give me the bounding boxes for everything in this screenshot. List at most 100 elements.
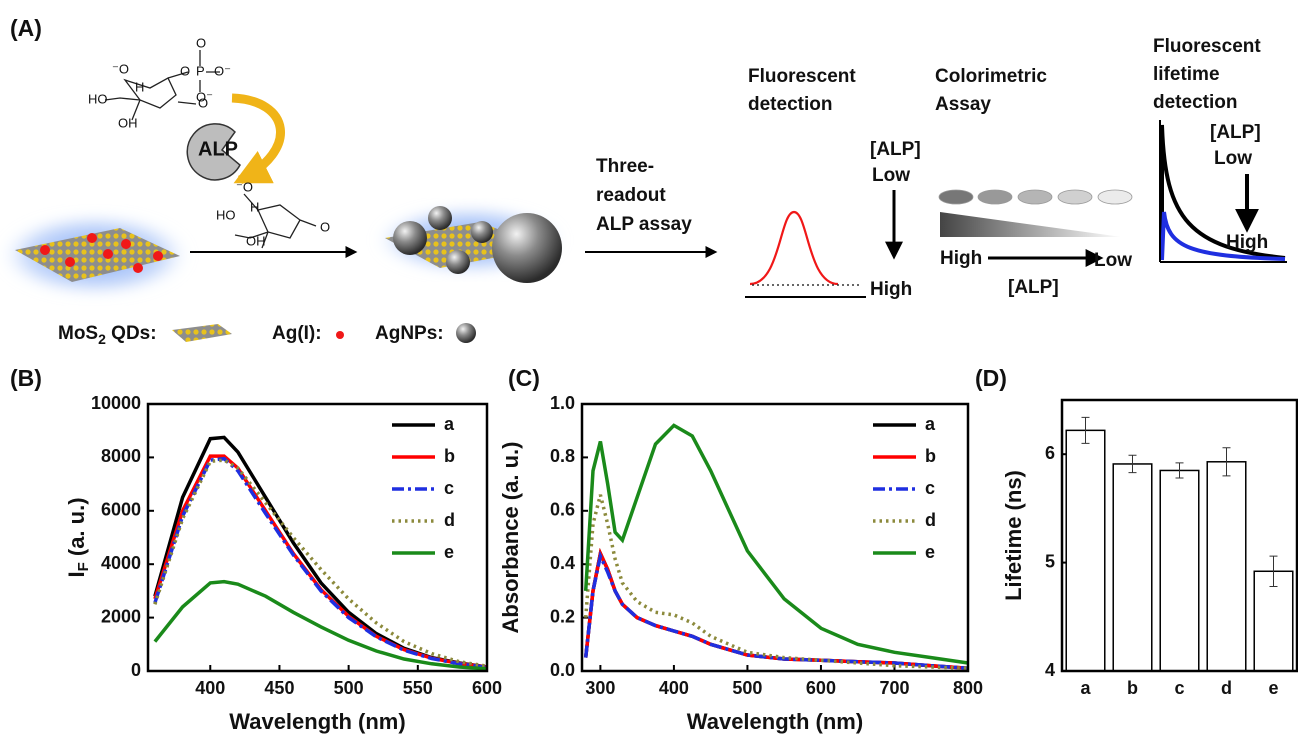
series-line (583, 547, 969, 671)
plot-frame (146, 402, 489, 673)
atom: O (320, 219, 330, 234)
y-axis-label: Lifetime (ns) (1001, 470, 1026, 601)
y-tick-label: 1.0 (550, 393, 575, 413)
atom: O (180, 63, 190, 78)
y-tick-label: 4000 (101, 553, 141, 573)
concentration: Low (872, 165, 910, 186)
emission-peak (749, 210, 839, 286)
x-axis-label: Wavelength (nm) (687, 709, 863, 734)
concentration: [ALP] (870, 139, 921, 160)
color-spots (938, 189, 1133, 205)
heading: detection (748, 94, 832, 115)
molecule (104, 50, 220, 121)
concentration: High (1226, 232, 1268, 253)
y-tick-label: 8000 (101, 446, 141, 466)
mos2-icon (172, 324, 232, 342)
y-tick-label: 0.4 (550, 553, 575, 573)
panel-label: (C) (508, 365, 540, 391)
key-text: MoS (58, 323, 98, 344)
legend-label: e (925, 542, 935, 562)
y-tick-label: 0.8 (550, 446, 575, 466)
legend-label: c (925, 478, 935, 498)
series-line (153, 458, 488, 668)
x-tick-label: 800 (953, 678, 983, 698)
assay-title: Three- (596, 156, 654, 177)
axis-end: Low (1094, 250, 1132, 271)
concentration: [ALP] (1210, 122, 1261, 143)
error-bar (1175, 462, 1184, 479)
y-tick-label: 0.6 (550, 500, 575, 520)
y-tick-label: 5 (1045, 551, 1055, 571)
error-bar (1222, 447, 1231, 477)
atom: H (135, 79, 144, 94)
atom: P (196, 63, 205, 78)
assay-title: readout (596, 185, 666, 206)
atom: O⁻ (196, 89, 213, 104)
error-bar (1081, 416, 1090, 444)
x-tick-label: 400 (659, 678, 689, 698)
legend-label: b (925, 446, 936, 466)
key-subscript: 2 (98, 331, 106, 347)
error-bar (1269, 555, 1278, 587)
legend-label: c (444, 478, 454, 498)
y-axis-label: IF (a. u.) (64, 497, 92, 577)
bar (1206, 461, 1247, 672)
error-bar (1128, 454, 1137, 474)
y-axis-label-part: (a. u.) (64, 497, 89, 562)
x-tick-label: 700 (879, 678, 909, 698)
y-tick-label: 6000 (101, 500, 141, 520)
panel-label: (B) (10, 365, 42, 391)
x-tick-label: 600 (806, 678, 836, 698)
heading: Assay (935, 94, 991, 115)
panel-a: (A) ⁻O O P O⁻ O O⁻ HO H OH O ALP ⁻O HO H… (0, 15, 1287, 347)
reaction-arrow (231, 93, 285, 185)
bar (1112, 463, 1153, 672)
x-axis-label: Wavelength (nm) (229, 709, 405, 734)
heading: Fluorescent (1153, 36, 1261, 57)
key-text: QDs: (106, 323, 157, 344)
legend-label: e (444, 542, 454, 562)
y-tick-label: 2000 (101, 606, 141, 626)
atom: HO (88, 91, 108, 106)
x-tick-label: 500 (334, 678, 364, 698)
series-line (583, 547, 969, 671)
molecule (234, 193, 317, 249)
gradient-wedge (940, 212, 1122, 237)
key-label: AgNPs: (375, 323, 444, 344)
decay-curve (1160, 124, 1286, 260)
heading: Fluorescent (748, 66, 856, 87)
series-line (153, 456, 488, 670)
y-tick-label: 0.0 (550, 660, 575, 680)
y-tick-label: 0.2 (550, 606, 575, 626)
x-tick-label: a (1080, 678, 1091, 698)
atom: OH (246, 233, 266, 248)
bar (1159, 469, 1200, 672)
heading: detection (1153, 92, 1237, 113)
atom: ⁻O (236, 179, 253, 194)
panel-label: (D) (975, 365, 1007, 391)
heading: lifetime (1153, 64, 1220, 85)
y-axis-label-subscript: F (75, 562, 92, 571)
series-line (153, 579, 488, 671)
x-tick-label: b (1127, 678, 1138, 698)
x-tick-label: 500 (732, 678, 762, 698)
bar (1253, 570, 1294, 672)
bar (1065, 429, 1106, 672)
mos2-sheet (15, 228, 180, 282)
y-axis-label-part: I (64, 571, 89, 577)
atom: O (198, 95, 208, 110)
atom: OH (118, 115, 138, 130)
enzyme-label: ALP (198, 138, 238, 160)
key-label: Ag(I): (272, 323, 322, 344)
x-tick-label: 400 (195, 678, 225, 698)
atom: O (196, 35, 206, 50)
y-tick-label: 6 (1045, 443, 1055, 463)
legend-label: d (444, 510, 455, 530)
axis-label: [ALP] (1008, 277, 1059, 298)
series-line (583, 550, 969, 671)
y-tick-label: 10000 (91, 393, 141, 413)
legend-label: d (925, 510, 936, 530)
agnp-icon (456, 323, 476, 343)
panel-label: (A) (10, 15, 42, 41)
